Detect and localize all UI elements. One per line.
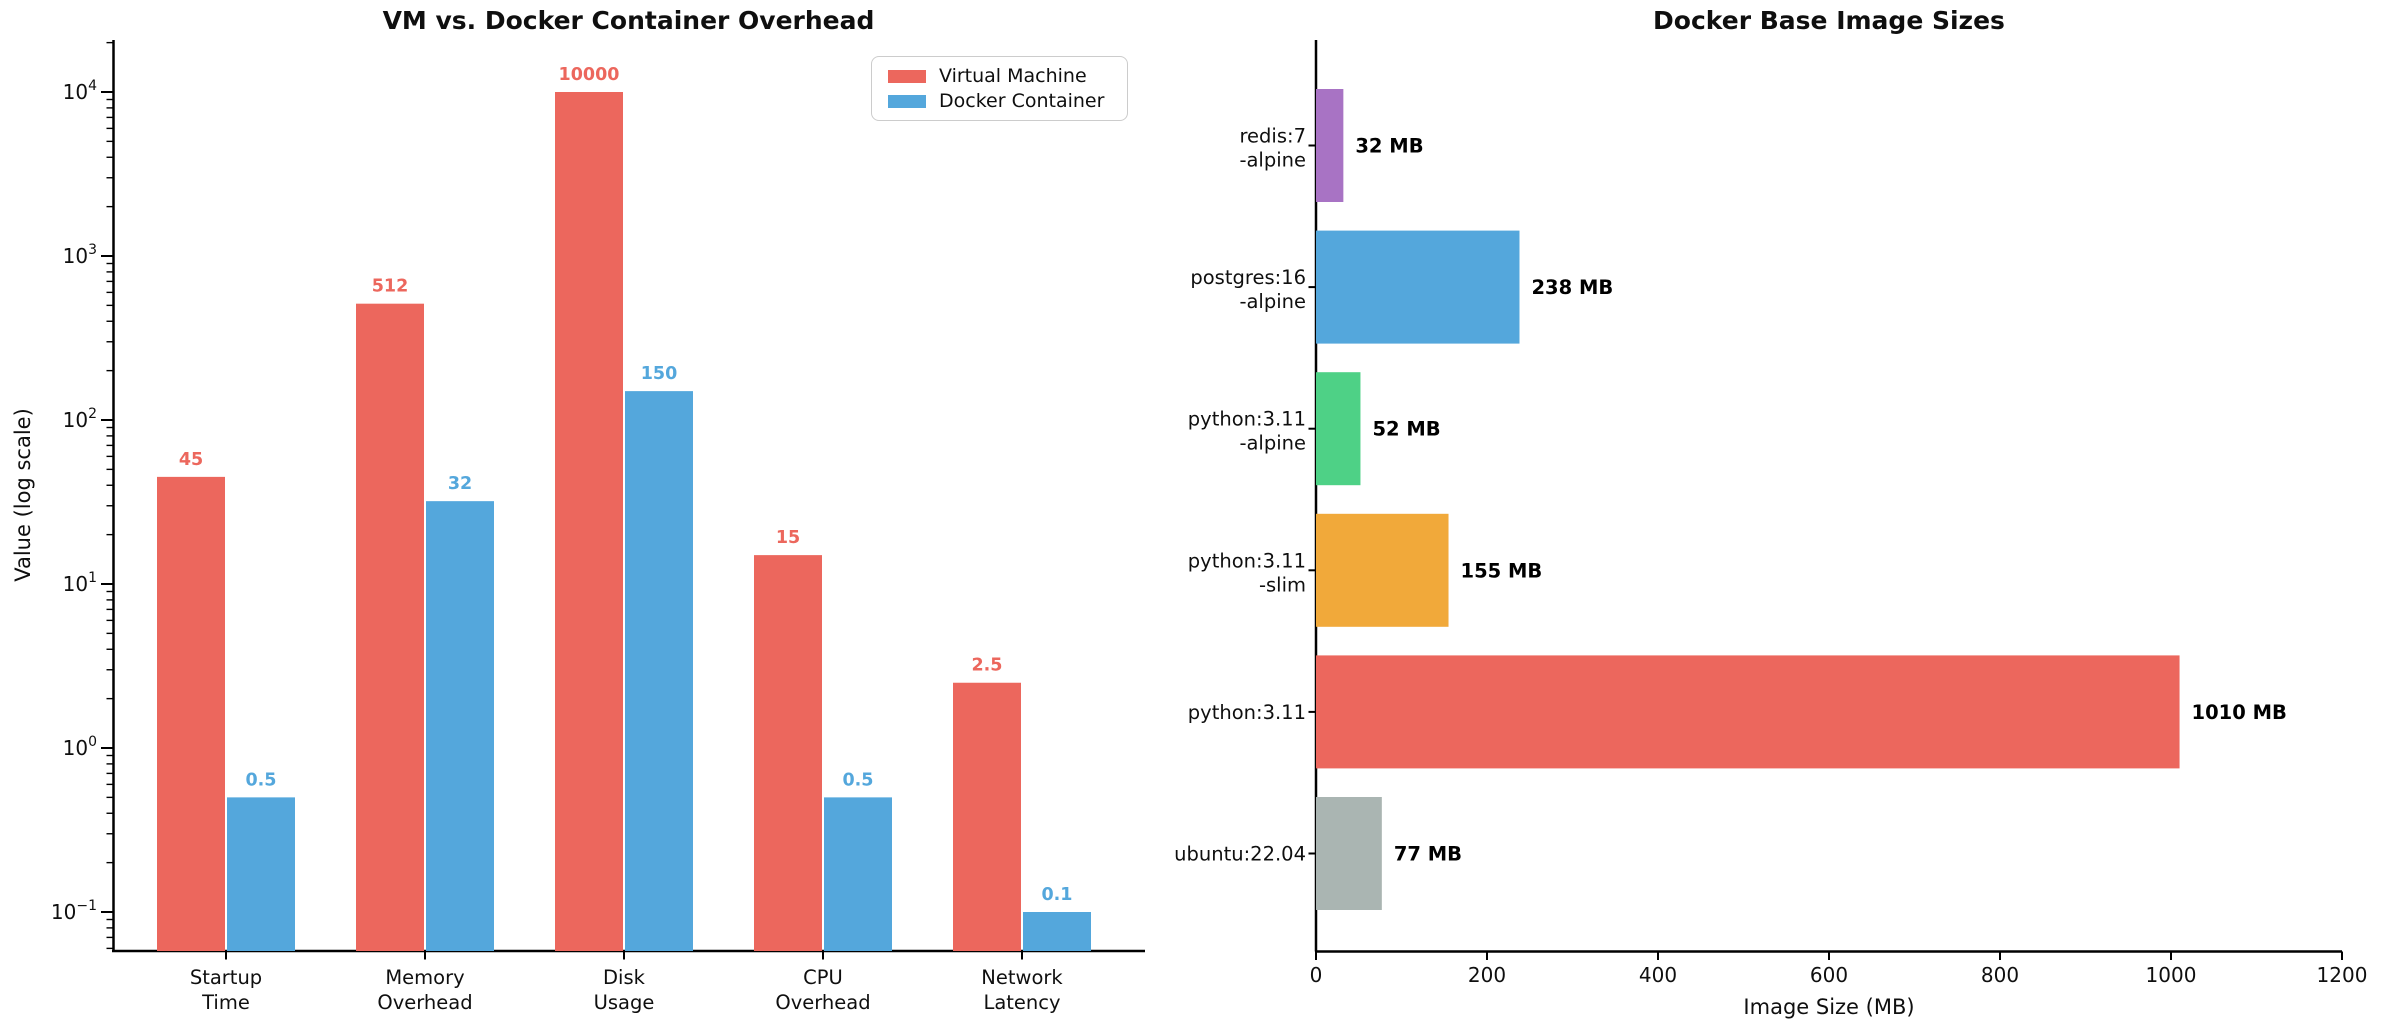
- x-category-label: Time: [201, 991, 250, 1014]
- vm-overhead-chart-canvas: 10−1100101102103104StartupTimeMemoryOver…: [51, 40, 1145, 1014]
- vm-bar-value-2: 10000: [559, 65, 620, 85]
- vm-bar-0: [157, 476, 225, 951]
- image-sizes-x-axis-label: Image Size (MB): [1743, 995, 1915, 1019]
- x-category-label: CPU: [803, 966, 843, 989]
- y-category-label: python:3.11: [1188, 549, 1306, 572]
- legend-swatch-virtual-machine: [888, 69, 926, 83]
- bar-value-label-3: 155 MB: [1461, 559, 1543, 582]
- docker-bar-2: [625, 391, 693, 951]
- image-size-bar-3: [1316, 513, 1449, 627]
- docker-bar-4: [1023, 912, 1091, 951]
- y-category-label: ubuntu:22.04: [1174, 843, 1306, 866]
- docker-bar-value-2: 150: [641, 364, 678, 384]
- chart-docker-image-sizes: 0 200 400 600 800 1000 1200 redis:7 -alpine 32 MB…: [1150, 0, 2384, 1033]
- docker-bar-value-0: 0.5: [245, 770, 276, 790]
- docker-bar-1: [426, 501, 494, 951]
- bar-value-label-4: 1010 MB: [2192, 701, 2287, 724]
- legend-entry-virtual-machine: Virtual Machine: [888, 64, 1127, 87]
- legend-swatch-docker-container: [888, 94, 926, 108]
- y-tick-label: 100: [63, 734, 97, 760]
- docker-bar-value-1: 32: [448, 474, 472, 494]
- image-size-bar-1: [1316, 230, 1520, 344]
- y-category-label: redis:7: [1239, 125, 1306, 148]
- legend-label-virtual-machine: Virtual Machine: [939, 64, 1087, 87]
- y-tick-label: 102: [63, 406, 97, 432]
- legend-entry-docker-container: Docker Container: [888, 89, 1127, 112]
- x-category-label: Usage: [594, 991, 655, 1014]
- vm-overhead-y-axis-label: Value (log scale): [11, 408, 35, 582]
- y-category-label: -alpine: [1239, 149, 1306, 172]
- vm-bar-4: [953, 682, 1021, 951]
- vm-bar-value-3: 15: [776, 528, 800, 548]
- y-tick-label: 104: [63, 78, 97, 104]
- x-category-label: Memory: [385, 966, 464, 989]
- bar-value-label-5: 77 MB: [1394, 843, 1462, 866]
- x-tick-label: 200: [1468, 963, 1506, 987]
- y-category-label: -alpine: [1239, 432, 1306, 455]
- x-tick-label: 600: [1810, 963, 1848, 987]
- x-category-label: Network: [981, 966, 1063, 989]
- image-size-bar-2: [1316, 372, 1361, 486]
- vm-bar-value-0: 45: [179, 450, 203, 470]
- x-tick-label: 1200: [2317, 963, 2368, 987]
- vm-bar-3: [754, 555, 822, 951]
- docker-bar-value-4: 0.1: [1041, 885, 1072, 905]
- y-category-label: -slim: [1259, 573, 1306, 596]
- docker-bar-value-3: 0.5: [842, 770, 873, 790]
- vm-bar-2: [555, 92, 623, 951]
- x-tick-label: 800: [1981, 963, 2019, 987]
- y-tick-label: 103: [63, 242, 97, 268]
- x-category-label: Latency: [983, 991, 1060, 1014]
- docker-bar-3: [824, 797, 892, 951]
- x-category-label: Overhead: [377, 991, 472, 1014]
- x-category-label: Disk: [603, 966, 646, 989]
- image-size-bar-0: [1316, 89, 1344, 202]
- y-tick-label: 10−1: [51, 898, 97, 924]
- legend: Virtual Machine Docker Container: [871, 56, 1128, 121]
- vm-bar-value-4: 2.5: [971, 656, 1002, 676]
- image-sizes-chart-title: Docker Base Image Sizes: [1653, 6, 2005, 35]
- chart-vm-vs-docker-overhead: 10−1 100 101 102 103 104 Startup Time Memory Over…: [0, 0, 1150, 1033]
- bar-value-label-0: 32 MB: [1355, 135, 1423, 158]
- y-category-label: python:3.11: [1188, 408, 1306, 431]
- vm-bar-value-1: 512: [372, 277, 409, 297]
- y-category-label: postgres:16: [1190, 266, 1306, 289]
- x-category-label: Startup: [190, 966, 262, 989]
- docker-bar-0: [227, 797, 295, 951]
- x-tick-label: 0: [1310, 963, 1323, 987]
- y-category-label: python:3.11: [1188, 701, 1306, 724]
- legend-label-docker-container: Docker Container: [939, 89, 1105, 112]
- vm-overhead-chart-title: VM vs. Docker Container Overhead: [382, 6, 875, 35]
- x-tick-label: 400: [1639, 963, 1677, 987]
- image-size-bar-5: [1316, 797, 1382, 910]
- vm-bar-1: [356, 303, 424, 952]
- y-tick-label: 101: [63, 570, 97, 596]
- bar-value-label-2: 52 MB: [1372, 418, 1440, 441]
- bar-value-label-1: 238 MB: [1531, 276, 1613, 299]
- x-tick-label: 1000: [2146, 963, 2197, 987]
- x-category-label: Overhead: [775, 991, 870, 1014]
- y-category-label: -alpine: [1239, 290, 1306, 313]
- image-size-bar-4: [1316, 655, 2180, 769]
